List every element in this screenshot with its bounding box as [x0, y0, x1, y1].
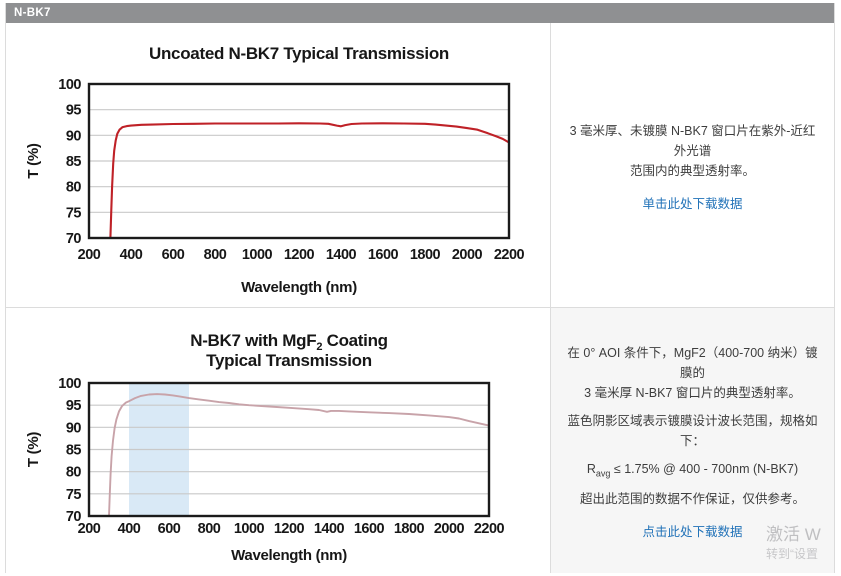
svg-text:100: 100	[58, 376, 81, 392]
svg-text:T (%): T (%)	[25, 143, 42, 178]
svg-text:2200: 2200	[474, 521, 505, 537]
svg-text:70: 70	[66, 231, 82, 247]
svg-text:600: 600	[158, 521, 181, 537]
svg-text:400: 400	[120, 247, 143, 263]
svg-text:2000: 2000	[452, 247, 483, 263]
section-title: N-BK7	[14, 7, 51, 19]
graphs-table: N-BK7 70 75 80 85 90 95 100 200 400 600 800 1000 120…	[5, 3, 835, 573]
svg-text:600: 600	[162, 247, 185, 263]
svg-text:1800: 1800	[394, 521, 425, 537]
svg-text:1600: 1600	[354, 521, 385, 537]
svg-text:200: 200	[78, 521, 101, 537]
svg-text:Wavelength (nm): Wavelength (nm)	[241, 279, 357, 296]
row-uncoated: 70 75 80 85 90 95 100 200 400 600 800 1000 1200 1400 1…	[6, 23, 834, 308]
svg-text:Typical Transmission: Typical Transmission	[206, 351, 372, 370]
disclaimer: 超出此范围的数据不作保证，仅供参考。	[579, 491, 805, 506]
coating-spec: Ravg ≤ 1.75% @ 400 - 700nm (N-BK7)	[586, 462, 799, 479]
svg-text:Wavelength (nm): Wavelength (nm)	[231, 547, 347, 564]
coated-chart-cell: 70 75 80 85 90 95 100 200 400 600 800 1000 1200 1400 1…	[6, 308, 551, 573]
svg-text:1000: 1000	[234, 521, 265, 537]
svg-text:1000: 1000	[242, 247, 273, 263]
uncoated-description: 3 毫米厚、未镀膜 N-BK7 窗口片在紫外-近红外光谱 范围内的典型透射率。	[569, 123, 816, 178]
svg-text:85: 85	[66, 154, 82, 170]
svg-text:75: 75	[66, 205, 82, 221]
svg-text:95: 95	[66, 103, 82, 119]
svg-text:70: 70	[66, 509, 82, 525]
svg-text:200: 200	[78, 247, 101, 263]
svg-text:1200: 1200	[274, 521, 305, 537]
svg-text:800: 800	[198, 521, 221, 537]
svg-text:N-BK7 with MgF2 Coating: N-BK7 with MgF2 Coating	[190, 331, 388, 353]
coated-download-link[interactable]: 点击此处下载数据	[642, 524, 743, 539]
svg-text:100: 100	[58, 77, 81, 93]
band-note: 蓝色阴影区域表示镀膜设计波长范围，规格如下：	[567, 414, 818, 449]
svg-text:1400: 1400	[314, 521, 345, 537]
uncoated-transmission-chart: 70 75 80 85 90 95 100 200 400 600 800 1000 1200 1400 1…	[25, 44, 525, 296]
svg-text:Uncoated N-BK7 Typical Transmi: Uncoated N-BK7 Typical Transmission	[149, 44, 449, 63]
section-header: N-BK7	[6, 3, 834, 23]
uncoated-chart-cell: 70 75 80 85 90 95 100 200 400 600 800 1000 1200 1400 1…	[6, 23, 551, 307]
svg-text:75: 75	[66, 487, 82, 503]
svg-text:1600: 1600	[368, 247, 399, 263]
svg-text:T (%): T (%)	[25, 432, 42, 467]
svg-text:80: 80	[66, 180, 82, 196]
svg-text:95: 95	[66, 398, 82, 414]
svg-text:800: 800	[204, 247, 227, 263]
svg-text:2000: 2000	[434, 521, 465, 537]
svg-text:1200: 1200	[284, 247, 315, 263]
svg-text:85: 85	[66, 443, 82, 459]
row-coated: 70 75 80 85 90 95 100 200 400 600 800 1000 1200 1400 1…	[6, 308, 834, 573]
svg-text:2200: 2200	[494, 247, 525, 263]
uncoated-description-cell: 3 毫米厚、未镀膜 N-BK7 窗口片在紫外-近红外光谱 范围内的典型透射率。 …	[551, 23, 834, 307]
svg-text:1400: 1400	[326, 247, 357, 263]
svg-text:80: 80	[66, 465, 82, 481]
mgf2-transmission-chart: 70 75 80 85 90 95 100 200 400 600 800 1000 1200 1400 1…	[25, 331, 505, 564]
coated-description: 在 0° AOI 条件下，MgF2（400-700 纳米）镀膜的 3 毫米厚 N…	[567, 346, 818, 401]
coated-description-cell: 在 0° AOI 条件下，MgF2（400-700 纳米）镀膜的 3 毫米厚 N…	[551, 308, 834, 573]
svg-text:90: 90	[66, 420, 82, 436]
svg-text:1800: 1800	[410, 247, 441, 263]
uncoated-download-link[interactable]: 单击此处下载数据	[642, 196, 743, 211]
svg-text:90: 90	[66, 128, 82, 144]
svg-text:400: 400	[118, 521, 141, 537]
